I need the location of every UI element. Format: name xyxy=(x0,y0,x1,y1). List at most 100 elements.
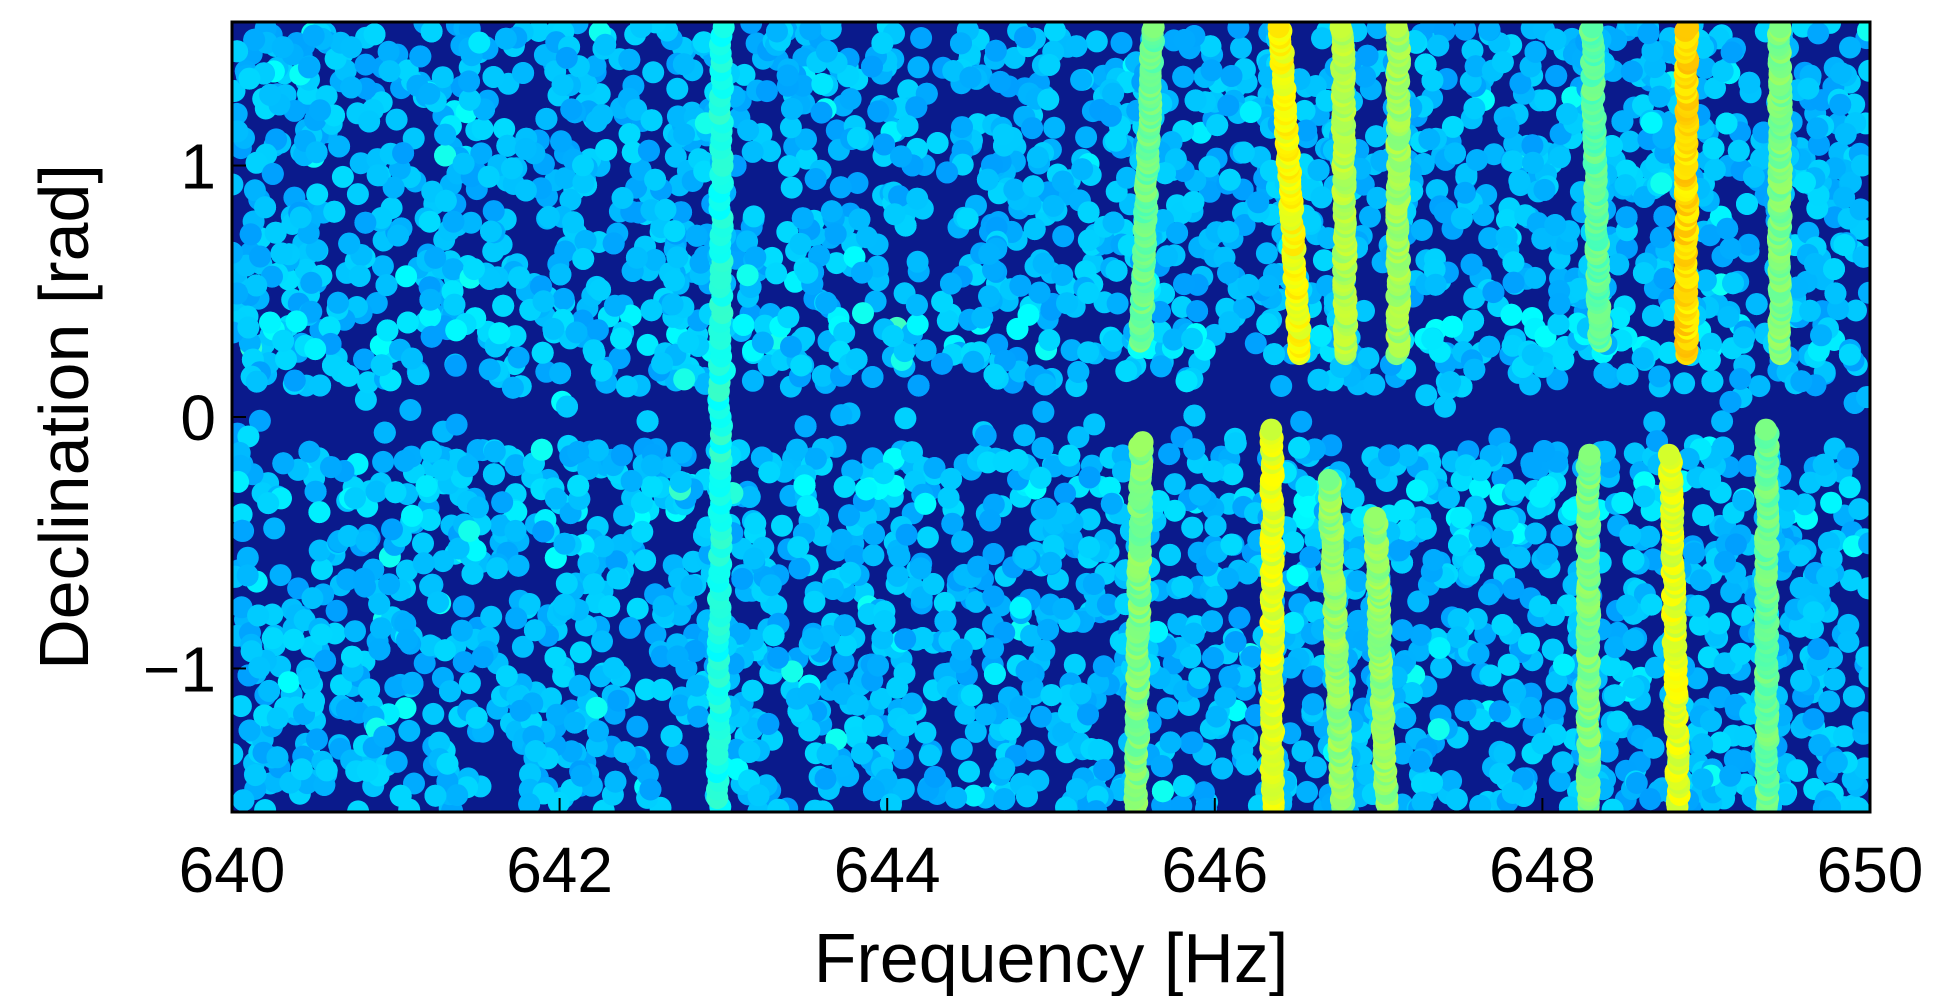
data-point xyxy=(1517,632,1540,655)
data-point xyxy=(389,784,412,807)
data-point xyxy=(1738,71,1761,94)
data-point xyxy=(1295,119,1318,142)
data-point xyxy=(1633,485,1656,508)
data-point xyxy=(424,246,447,269)
data-point xyxy=(1446,626,1469,649)
data-point xyxy=(552,287,575,310)
data-point xyxy=(909,557,932,580)
data-point xyxy=(891,747,914,770)
data-point xyxy=(532,520,555,543)
data-point xyxy=(1463,97,1486,120)
data-point xyxy=(575,73,598,96)
data-point xyxy=(232,596,253,619)
data-point xyxy=(375,274,398,297)
data-point xyxy=(555,572,578,595)
data-point xyxy=(795,128,817,151)
data-point xyxy=(765,262,788,285)
data-point xyxy=(1616,594,1639,617)
data-point xyxy=(1855,646,1870,669)
data-point xyxy=(1183,438,1206,461)
data-point xyxy=(1731,604,1754,626)
data-point xyxy=(767,646,790,669)
data-point xyxy=(625,246,648,269)
data-point xyxy=(1838,343,1861,366)
data-point xyxy=(1483,143,1505,166)
data-point xyxy=(1043,116,1066,139)
data-point xyxy=(905,96,928,119)
data-point xyxy=(896,115,919,137)
data-point xyxy=(933,591,956,614)
data-point xyxy=(232,282,249,305)
data-point xyxy=(434,189,457,212)
data-point xyxy=(1421,328,1444,351)
data-point xyxy=(368,638,391,661)
data-point xyxy=(950,32,972,55)
data-point xyxy=(1022,175,1045,198)
data-point xyxy=(1729,642,1752,665)
data-point xyxy=(586,319,609,342)
data-point xyxy=(979,509,1001,532)
data-point xyxy=(272,329,295,352)
data-point xyxy=(1691,768,1714,791)
data-point xyxy=(1054,502,1077,525)
data-point xyxy=(1003,178,1026,201)
data-point xyxy=(450,619,473,642)
data-point xyxy=(900,441,923,464)
data-point xyxy=(1235,753,1258,776)
data-point xyxy=(232,789,255,812)
data-point xyxy=(1075,126,1098,149)
data-point xyxy=(259,311,282,334)
data-point xyxy=(1031,437,1054,459)
data-point xyxy=(1552,653,1575,676)
data-point xyxy=(570,764,593,787)
data-point xyxy=(409,45,432,68)
data-point xyxy=(1720,581,1743,604)
data-point xyxy=(1849,198,1870,221)
data-point xyxy=(663,269,686,292)
data-point xyxy=(1545,670,1568,693)
data-point xyxy=(1547,313,1570,336)
data-point xyxy=(1158,443,1181,466)
data-point xyxy=(1077,201,1100,224)
data-point xyxy=(839,561,862,584)
data-point xyxy=(1067,426,1090,449)
data-point xyxy=(1524,40,1547,63)
data-point xyxy=(232,102,248,125)
data-point xyxy=(261,627,284,650)
data-point xyxy=(636,333,659,356)
data-point xyxy=(471,118,494,141)
data-point xyxy=(1151,780,1174,803)
data-point xyxy=(680,574,703,597)
data-point xyxy=(846,172,869,194)
data-point xyxy=(1808,734,1831,757)
data-point xyxy=(867,100,890,123)
data-point xyxy=(1502,251,1525,274)
data-point xyxy=(501,376,524,399)
data-point xyxy=(352,567,375,590)
data-point xyxy=(1824,282,1847,305)
data-point xyxy=(1365,125,1388,148)
data-point xyxy=(1691,733,1714,756)
data-point xyxy=(387,224,410,247)
data-point xyxy=(1450,207,1473,230)
data-point xyxy=(1687,594,1710,617)
data-point xyxy=(1063,653,1086,676)
data-point xyxy=(1536,543,1559,566)
data-point xyxy=(1622,629,1645,651)
data-point xyxy=(758,461,781,484)
data-point xyxy=(692,31,715,54)
data-point xyxy=(1240,645,1263,668)
data-point xyxy=(486,557,509,580)
data-point xyxy=(347,800,370,812)
data-point xyxy=(613,504,636,527)
data-point xyxy=(1083,413,1106,436)
data-point xyxy=(1052,225,1075,248)
data-point xyxy=(872,462,895,485)
data-point xyxy=(940,272,962,295)
data-point xyxy=(257,492,280,515)
data-point xyxy=(354,53,377,76)
data-point xyxy=(418,210,441,233)
data-point xyxy=(1504,681,1527,704)
data-point xyxy=(1430,656,1453,679)
data-point xyxy=(846,126,869,149)
